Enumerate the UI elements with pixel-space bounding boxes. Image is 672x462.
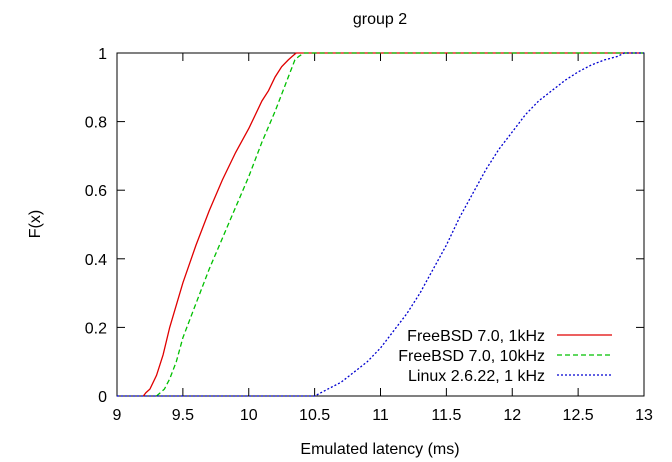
y-tick-label: 0.8 xyxy=(85,115,107,132)
y-axis-title: F(x) xyxy=(27,210,44,238)
series-line xyxy=(117,52,644,397)
x-tick-label: 9 xyxy=(113,407,122,424)
series-line xyxy=(142,52,644,397)
y-tick-label: 0.4 xyxy=(85,252,107,269)
axis-ticks: 9 9.5 10 10.5 11 11.5 12 12.5 13 0 0.2 0.4 0.6 0.8 1 xyxy=(85,46,653,424)
x-tick-label: 12.5 xyxy=(563,407,594,424)
x-axis-title: Emulated latency (ms) xyxy=(300,441,459,458)
legend: FreeBSD 7.0, 1kHz FreeBSD 7.0, 10kHz Linux… xyxy=(398,328,612,385)
chart-title: group 2 xyxy=(353,11,407,28)
plot-area xyxy=(116,52,645,397)
legend-label: FreeBSD 7.0, 1kHz xyxy=(407,328,545,345)
x-tick-label: 12 xyxy=(503,407,521,424)
series-lines xyxy=(117,52,644,397)
x-tick-label: 11 xyxy=(372,407,389,424)
x-tick-label: 13 xyxy=(635,407,653,424)
x-tick-label: 10.5 xyxy=(299,407,330,424)
x-tick-label: 10 xyxy=(240,407,258,424)
x-tick-label: 11.5 xyxy=(431,407,461,424)
series-line xyxy=(156,52,644,397)
y-tick-label: 1 xyxy=(98,46,107,63)
y-tick-label: 0.6 xyxy=(85,183,107,200)
legend-label: Linux 2.6.22, 1 kHz xyxy=(408,368,545,385)
x-tick-label: 9.5 xyxy=(172,407,194,424)
legend-label: FreeBSD 7.0, 10kHz xyxy=(398,348,545,365)
y-tick-label: 0 xyxy=(98,389,107,406)
y-tick-label: 0.2 xyxy=(85,320,107,337)
